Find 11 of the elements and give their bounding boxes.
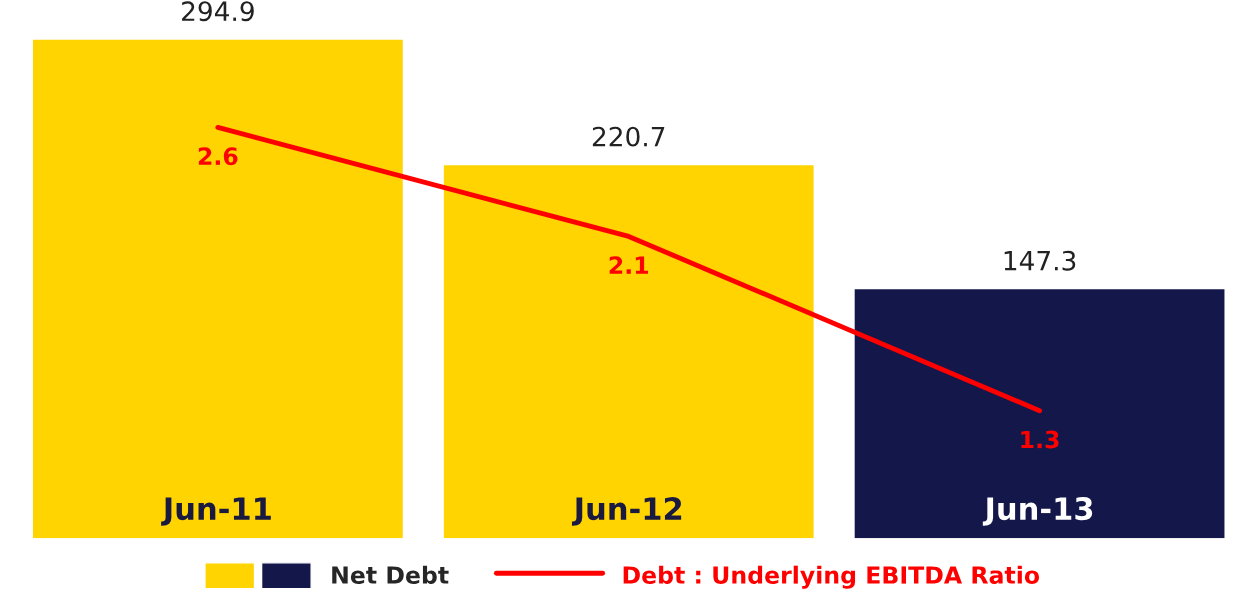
x-tick-label: Jun-11 [161,497,271,526]
legend-label: Debt : Underlying EBITDA Ratio [623,565,1040,589]
legend-label: Net Debt [332,565,449,584]
data-label: 2.1 [609,256,649,274]
data-label: 1.3 [1021,430,1059,449]
data-label: 294.9 [182,1,254,22]
x-tick-label: Jun-12 [571,497,682,526]
data-label: 2.6 [198,147,238,166]
data-label: 220.7 [592,126,665,147]
x-tick-label: Jun-13 [982,497,1093,526]
data-label: 147.3 [1004,250,1076,271]
